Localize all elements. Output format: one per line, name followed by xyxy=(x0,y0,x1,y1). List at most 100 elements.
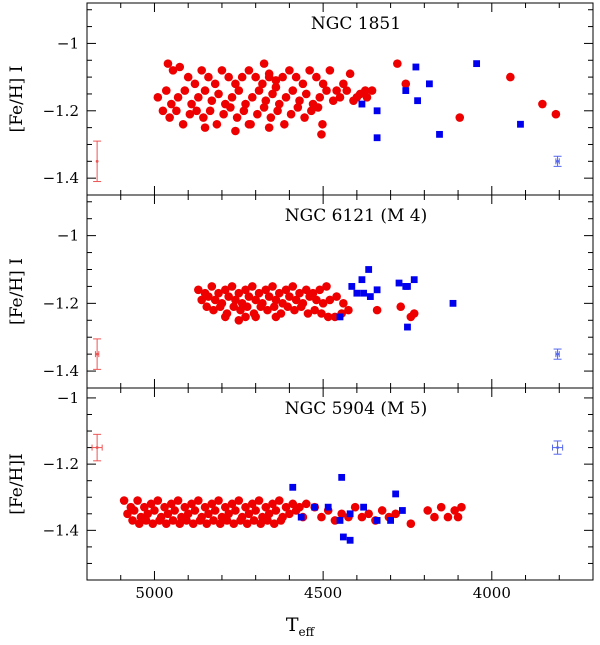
data-point-red xyxy=(133,496,142,505)
data-point-red xyxy=(207,282,217,291)
data-point-red xyxy=(274,99,284,109)
data-point-red xyxy=(183,509,193,519)
data-point-red xyxy=(165,113,174,122)
data-point-red xyxy=(146,499,156,509)
data-point-red xyxy=(214,496,223,505)
error-bar-red xyxy=(91,433,103,462)
data-point-red xyxy=(312,295,321,305)
data-point-red xyxy=(349,96,358,105)
data-point-red xyxy=(153,496,163,505)
data-point-red xyxy=(436,502,446,512)
data-point-red xyxy=(227,93,237,102)
data-point-red xyxy=(335,93,345,102)
data-point-red xyxy=(278,72,287,82)
data-point-red xyxy=(202,519,212,529)
data-point-red xyxy=(134,519,144,529)
panel-frame xyxy=(86,387,594,581)
data-point-blue xyxy=(346,536,354,544)
data-point-red xyxy=(129,506,139,515)
data-point-blue xyxy=(336,517,344,524)
data-point-blue xyxy=(348,283,356,290)
data-point-red xyxy=(339,79,348,89)
data-point-red xyxy=(264,292,274,301)
data-point-blue xyxy=(360,289,368,297)
data-point-red xyxy=(207,499,217,509)
data-point-red xyxy=(315,285,325,295)
data-point-red xyxy=(318,79,328,89)
data-point-red xyxy=(221,285,230,295)
y-tick-label: −1 xyxy=(57,227,79,245)
data-point-red xyxy=(339,299,348,308)
x-axis: Teff 5000 4500 4000 xyxy=(135,584,511,639)
data-point-red xyxy=(551,109,561,119)
data-point-red xyxy=(318,119,327,129)
data-point-red xyxy=(285,292,294,301)
data-point-red xyxy=(256,302,266,312)
data-point-red xyxy=(205,106,215,116)
y-axis-label: [Fe/H]I xyxy=(7,453,27,514)
data-point-red xyxy=(295,288,304,298)
data-point-red xyxy=(207,96,217,105)
x-tick-label: 4000 xyxy=(473,584,511,602)
data-point-red xyxy=(229,302,239,312)
data-point-red xyxy=(254,86,264,95)
data-point-red xyxy=(200,86,210,95)
data-point-red xyxy=(239,106,249,116)
data-point-red xyxy=(344,305,353,315)
data-point-red xyxy=(290,305,299,315)
data-point-red xyxy=(241,312,250,322)
series-blue xyxy=(336,266,457,331)
panels-layer: −1 −1.2 −1.4 [Fe/H] I NGC 1851 −1 −1.2 −1.4 [Fe/… xyxy=(7,2,594,581)
data-point-red xyxy=(268,282,277,291)
data-point-red xyxy=(178,119,188,129)
data-point-red xyxy=(288,282,298,291)
data-point-red xyxy=(183,72,193,82)
data-point-red xyxy=(291,72,301,82)
data-point-blue xyxy=(387,517,394,524)
data-point-red xyxy=(423,506,433,515)
data-point-red xyxy=(204,72,213,82)
error-bar-center xyxy=(95,446,99,449)
data-point-red xyxy=(194,496,203,505)
error-bar-red xyxy=(93,338,102,370)
data-point-red xyxy=(268,89,277,99)
data-point-red xyxy=(350,502,360,512)
data-point-red xyxy=(217,66,227,75)
data-point-red xyxy=(195,516,205,525)
data-point-red xyxy=(258,79,267,89)
data-point-blue xyxy=(373,286,381,294)
data-point-red xyxy=(455,113,465,122)
data-point-red xyxy=(172,106,181,116)
data-point-blue xyxy=(517,120,524,128)
data-point-red xyxy=(254,288,264,298)
data-point-red xyxy=(227,282,237,291)
y-tick-label: −1.2 xyxy=(43,102,79,120)
data-point-red xyxy=(281,93,291,102)
data-point-red xyxy=(274,496,284,505)
data-point-red xyxy=(271,295,281,305)
data-point-red xyxy=(393,59,402,68)
error-bar-center xyxy=(556,352,559,356)
series-red xyxy=(194,282,419,325)
x-axis-label: Teff xyxy=(286,614,316,639)
data-point-red xyxy=(313,103,323,112)
data-point-red xyxy=(204,292,213,301)
data-point-red xyxy=(280,119,289,129)
data-point-red xyxy=(305,292,314,301)
data-point-red xyxy=(307,106,316,116)
data-point-red xyxy=(199,113,208,122)
data-point-red xyxy=(123,509,132,519)
data-point-red xyxy=(200,502,210,512)
data-point-red xyxy=(202,302,212,312)
data-point-red xyxy=(251,295,260,305)
error-bar-center xyxy=(95,352,99,356)
data-point-red xyxy=(406,519,416,529)
data-point-red xyxy=(251,312,260,322)
data-point-red xyxy=(312,72,321,82)
data-point-red xyxy=(231,506,240,515)
data-point-red xyxy=(210,79,220,89)
data-point-red xyxy=(219,109,228,119)
data-point-red xyxy=(300,113,309,122)
data-point-red xyxy=(160,502,169,512)
